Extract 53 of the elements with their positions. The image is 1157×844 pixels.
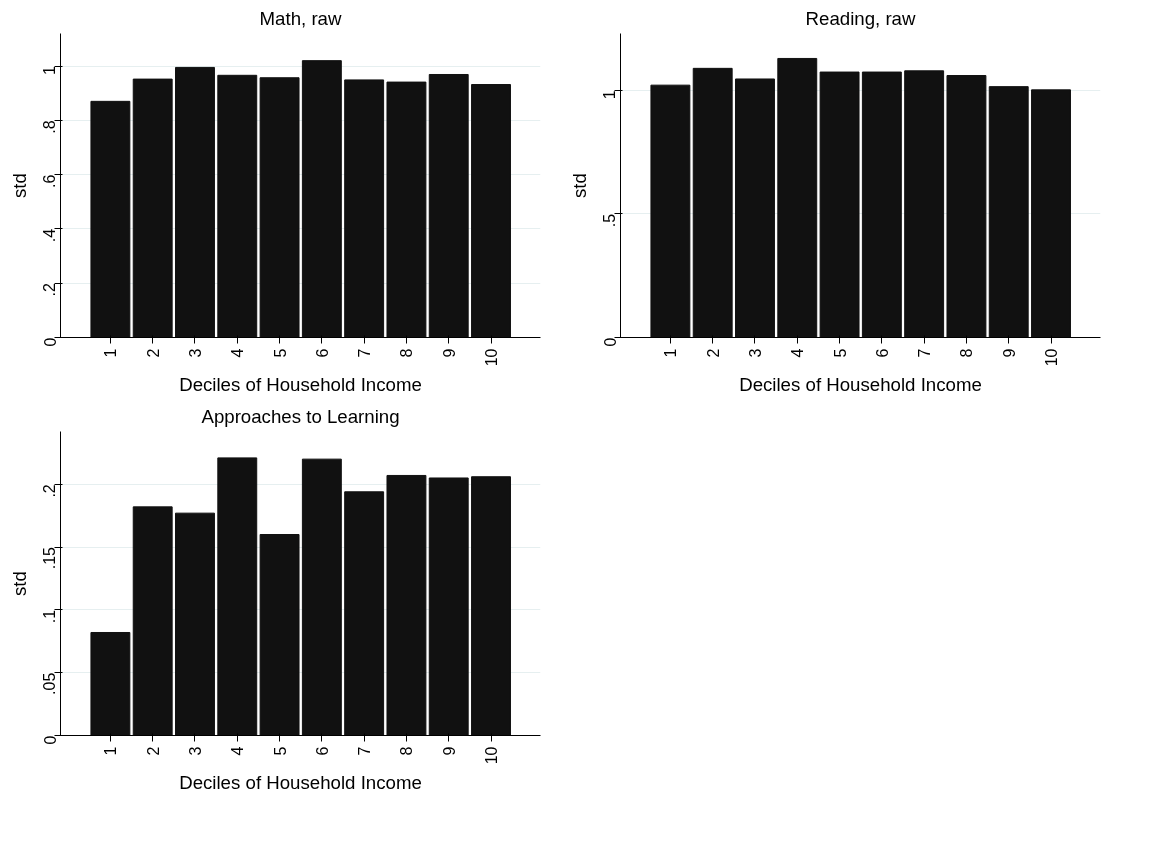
y-tick-label: 1 xyxy=(601,90,619,100)
y-tick-label: 1 xyxy=(41,65,59,75)
x-tick-label: 5 xyxy=(271,348,289,358)
y-tick-label: .2 xyxy=(41,283,59,297)
y-tick-label: .5 xyxy=(601,213,619,228)
x-tick-label: 3 xyxy=(746,348,764,358)
x-axis-title: Deciles of Household Income xyxy=(179,374,422,396)
x-tick-label: 6 xyxy=(873,348,891,358)
x-tick-label: 5 xyxy=(271,746,289,756)
x-axis-title: Deciles of Household Income xyxy=(179,772,422,794)
x-tick-label: 2 xyxy=(144,746,162,756)
x-tick-label: 4 xyxy=(789,348,807,358)
y-axis-title: std xyxy=(8,173,30,198)
y-tick-label: .6 xyxy=(41,174,59,188)
x-tick-label: 6 xyxy=(313,348,331,358)
x-tick-label: 10 xyxy=(1043,348,1061,367)
x-tick-label: 6 xyxy=(313,746,331,756)
x-tick-label: 10 xyxy=(483,348,501,367)
x-tick-label: 2 xyxy=(704,348,722,358)
x-tick-label: 8 xyxy=(958,348,976,358)
chart-title: Approaches to Learning xyxy=(201,405,400,427)
y-axis-title: std xyxy=(568,173,590,198)
x-tick-label: 1 xyxy=(662,348,680,358)
x-tick-label: 9 xyxy=(440,348,458,358)
y-tick-label: 0 xyxy=(41,735,59,745)
chart-title: Reading, raw xyxy=(805,7,916,29)
x-tick-label: 7 xyxy=(916,348,934,358)
y-tick-label: .2 xyxy=(41,484,59,498)
y-tick-label: .8 xyxy=(41,120,59,134)
y-axis-title: std xyxy=(8,571,30,596)
x-tick-label: 4 xyxy=(229,746,247,756)
x-tick-label: 1 xyxy=(102,348,120,358)
x-tick-label: 3 xyxy=(186,348,204,358)
y-tick-label: 0 xyxy=(41,337,59,347)
x-tick-label: 8 xyxy=(398,746,416,756)
y-tick-label: .15 xyxy=(41,546,59,570)
x-tick-label: 9 xyxy=(1000,348,1018,358)
x-tick-label: 9 xyxy=(440,746,458,756)
x-tick-label: 2 xyxy=(144,348,162,358)
y-tick-label: .1 xyxy=(41,609,59,624)
y-tick-label: .4 xyxy=(41,228,59,243)
y-tick-label: .05 xyxy=(41,672,59,695)
x-tick-label: 1 xyxy=(102,746,120,756)
x-tick-label: 3 xyxy=(186,746,204,756)
x-tick-label: 5 xyxy=(831,348,849,358)
x-axis-title: Deciles of Household Income xyxy=(739,374,982,396)
x-tick-label: 7 xyxy=(356,746,374,756)
x-tick-label: 8 xyxy=(398,348,416,358)
y-tick-label: 0 xyxy=(601,337,619,347)
x-tick-label: 10 xyxy=(483,746,501,765)
x-tick-label: 7 xyxy=(356,348,374,358)
chart-title: Math, raw xyxy=(259,7,342,29)
x-tick-label: 4 xyxy=(229,348,247,358)
